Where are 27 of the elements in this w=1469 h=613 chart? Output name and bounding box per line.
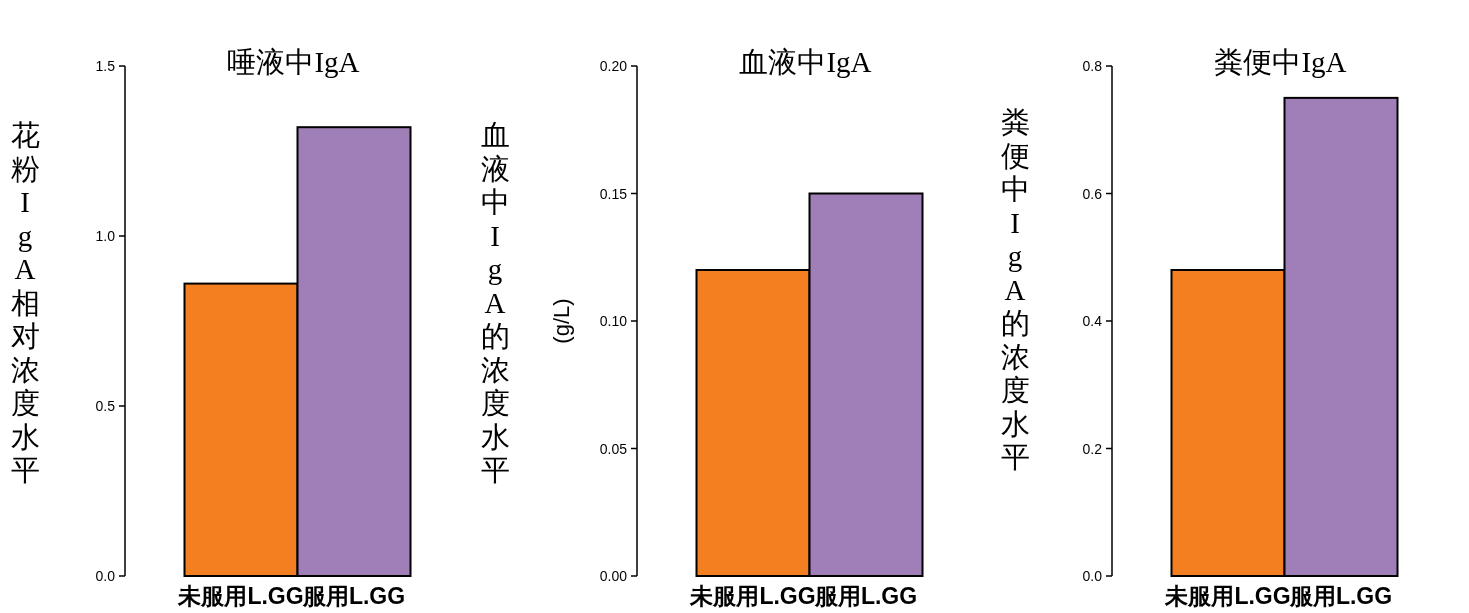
chart-title: 粪便中IgA <box>1214 46 1347 78</box>
text: 粪便中IgA的浓度水平 <box>1000 106 1030 473</box>
y-tick-label: 0.0 <box>95 568 116 584</box>
text: 花粉IgA相对浓度水平 <box>10 119 40 486</box>
y-tick-label: 0.15 <box>599 185 628 202</box>
chart-title: 血液中IgA <box>739 46 872 78</box>
x-tick-label: 未服用L.GG <box>689 583 816 609</box>
x-tick-label: 未服用L.GG <box>1164 583 1291 609</box>
y-tick-label: 0.2 <box>1082 440 1103 457</box>
y-tick-label: 0.8 <box>1082 58 1103 74</box>
y-tick-label: 0.20 <box>599 58 628 74</box>
y-tick-label: 1.5 <box>95 58 116 74</box>
chart-title: 唾液中IgA <box>227 46 360 78</box>
y-tick-label: 0.05 <box>599 440 628 457</box>
y-tick-label: 1.0 <box>95 228 116 244</box>
y-tick-label: 0.5 <box>95 398 116 414</box>
y-tick-label: 0.10 <box>599 313 628 329</box>
y-tick-label: 0.4 <box>1082 313 1103 329</box>
x-tick-label: 服用L.GG <box>813 583 918 609</box>
text: 血液中IgA的浓度水平 <box>480 119 510 486</box>
x-tick-label: 服用L.GG <box>301 583 406 609</box>
y-tick-label: 0.0 <box>1082 568 1103 584</box>
y-tick-label: 0.00 <box>599 568 628 584</box>
x-tick-label: 未服用L.GG <box>177 583 304 609</box>
text: (g/L) <box>549 298 574 344</box>
y-tick-label: 0.6 <box>1082 185 1103 202</box>
x-tick-label: 服用L.GG <box>1288 583 1393 609</box>
